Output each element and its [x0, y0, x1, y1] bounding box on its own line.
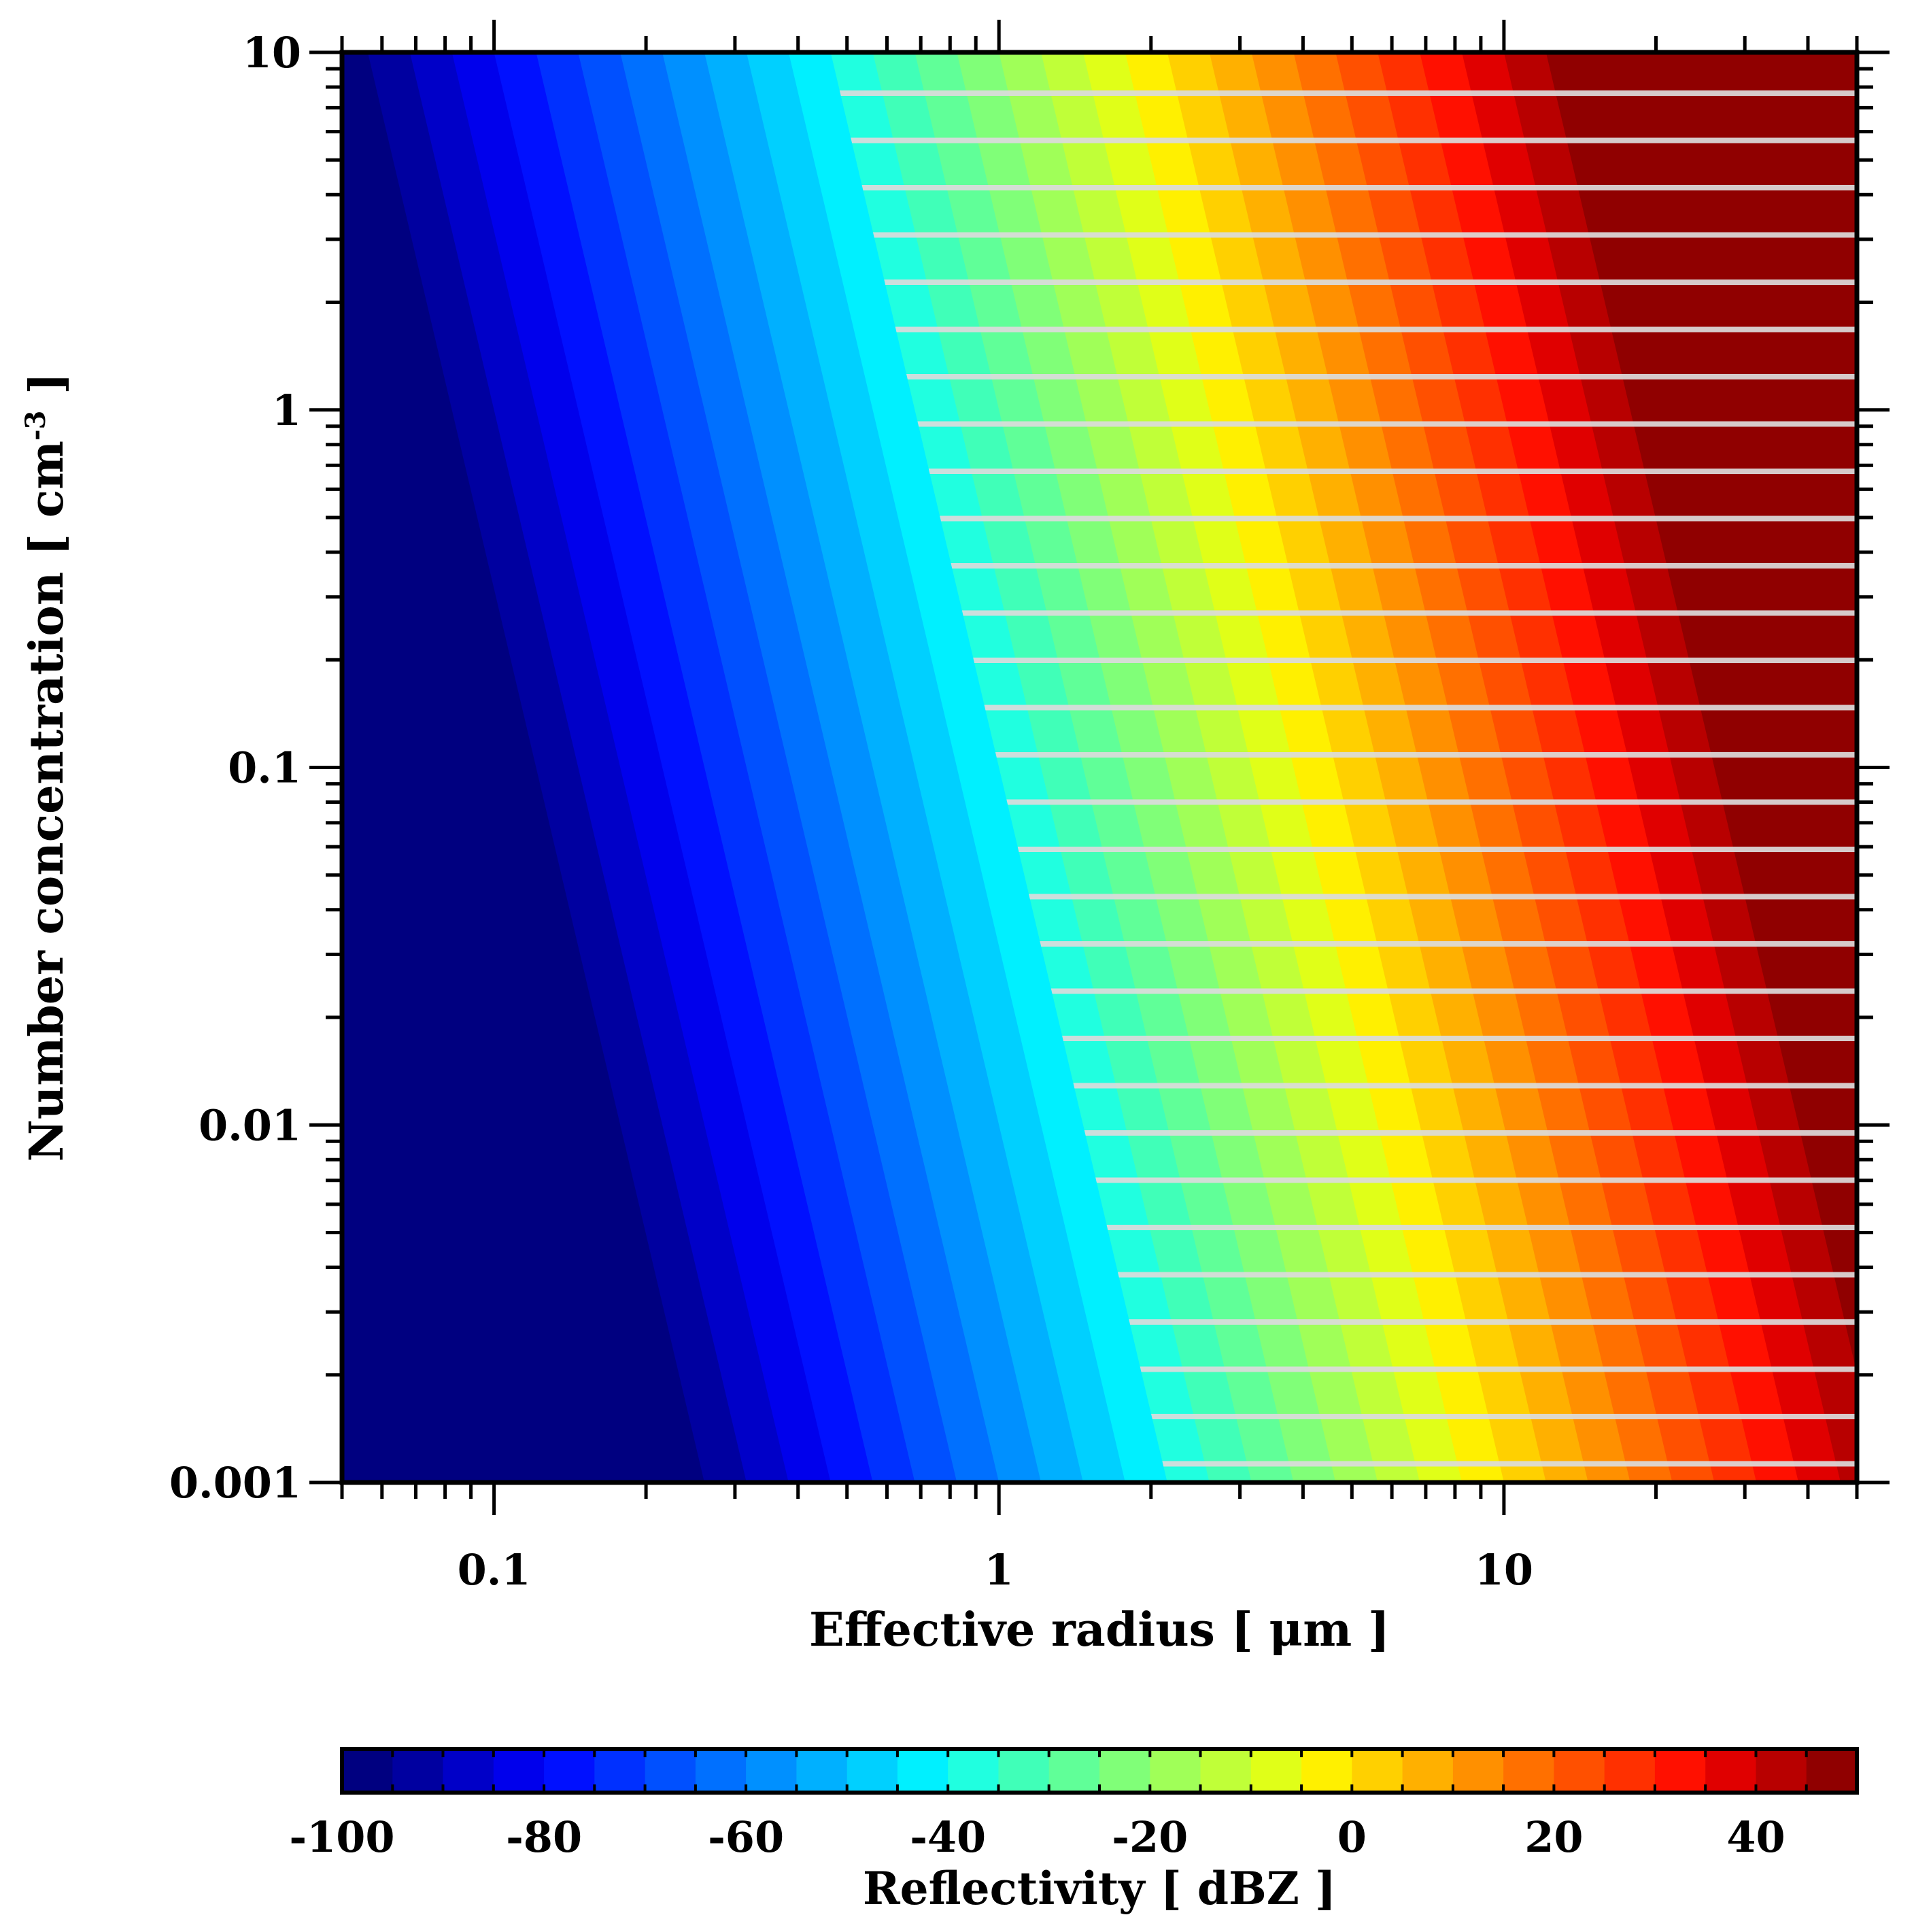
colorbar-swatch [1200, 1749, 1252, 1793]
colorbar-swatch [746, 1749, 797, 1793]
colorbar-swatch [1705, 1749, 1757, 1793]
colorbar-ticks: -100 -80 -60 -40 -20 0 20 40 [289, 1749, 1858, 1862]
colorbar-tick-label: -20 [1112, 1812, 1188, 1862]
y-axis-title: Number concentration [ cm-3 ] [20, 373, 74, 1162]
colorbar-swatch [1150, 1749, 1201, 1793]
colorbar-tick-label: -40 [910, 1812, 986, 1862]
colorbar-tick-label: -60 [708, 1812, 784, 1862]
colorbar-swatch [1554, 1749, 1605, 1793]
x-axis: 0.1 1 10 [340, 20, 1859, 1595]
colorbar-swatch [544, 1749, 595, 1793]
colorbar-swatch [1301, 1749, 1352, 1793]
colorbar-swatch [1048, 1749, 1100, 1793]
x-axis-title: Effective radius [ μm ] [809, 1603, 1390, 1657]
colorbar-swatch [342, 1749, 393, 1793]
colorbar-swatch [948, 1749, 999, 1793]
colorbar-swatch [1402, 1749, 1454, 1793]
colorbar-swatch [1654, 1749, 1706, 1793]
colorbar-swatch [1604, 1749, 1656, 1793]
y-axis-title-tail: ] [20, 373, 74, 411]
y-tick-label: 10 [243, 28, 301, 78]
colorbar-swatch [645, 1749, 696, 1793]
x-tick-label: 10 [1475, 1545, 1533, 1595]
y-axis-title-superscript: -3 [20, 411, 52, 441]
colorbar-swatch [897, 1749, 949, 1793]
colorbar-swatch [1099, 1749, 1150, 1793]
colorbar-swatch [1250, 1749, 1302, 1793]
y-axis-title-main: Number concentration [ cm [20, 441, 74, 1162]
heatmap-field [342, 52, 1857, 1482]
colorbar-swatch [695, 1749, 747, 1793]
colorbar-swatch [493, 1749, 545, 1793]
colorbar-tick-label: 40 [1726, 1812, 1785, 1862]
y-tick-label: 0.1 [228, 743, 301, 793]
colorbar-swatch [1756, 1749, 1807, 1793]
colorbar-tick-label: -80 [506, 1812, 582, 1862]
colorbar-tick-label: -100 [289, 1812, 394, 1862]
colorbar-swatch [1452, 1749, 1504, 1793]
y-tick-label: 1 [272, 386, 301, 435]
colorbar-tick-label: 0 [1337, 1812, 1367, 1862]
y-tick-label: 0.01 [199, 1100, 301, 1150]
colorbar-swatch [796, 1749, 848, 1793]
colorbar [342, 1749, 1858, 1793]
colorbar-tick-label: 20 [1524, 1812, 1583, 1862]
heatmap-band [1545, 52, 1857, 1374]
colorbar-swatch [1352, 1749, 1403, 1793]
x-tick-label: 1 [985, 1545, 1014, 1595]
colorbar-swatch [847, 1749, 898, 1793]
x-tick-label: 0.1 [458, 1545, 531, 1595]
colorbar-swatch [594, 1749, 646, 1793]
y-tick-label: 0.001 [169, 1458, 301, 1508]
colorbar-swatch [1503, 1749, 1554, 1793]
colorbar-swatch [443, 1749, 494, 1793]
colorbar-swatch [392, 1749, 444, 1793]
colorbar-swatch [998, 1749, 1050, 1793]
colorbar-swatch [1806, 1749, 1858, 1793]
y-axis: 0.001 0.01 0.1 1 10 [169, 28, 1890, 1508]
colorbar-title: Reflectivity [ dBZ ] [863, 1862, 1336, 1915]
